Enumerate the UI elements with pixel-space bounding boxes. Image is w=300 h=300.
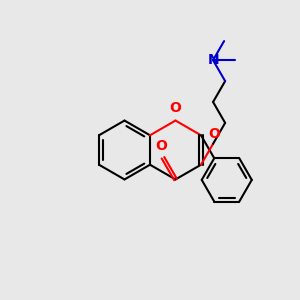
Text: O: O <box>169 101 181 115</box>
Text: O: O <box>208 127 220 141</box>
Text: O: O <box>156 140 167 153</box>
Text: N: N <box>207 53 219 67</box>
